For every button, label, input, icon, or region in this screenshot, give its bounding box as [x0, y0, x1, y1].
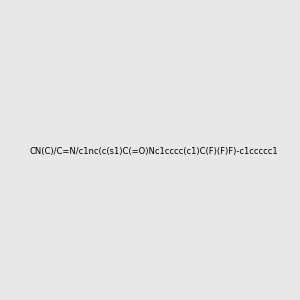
Text: CN(C)/C=N/c1nc(c(s1)C(=O)Nc1cccc(c1)C(F)(F)F)-c1ccccc1: CN(C)/C=N/c1nc(c(s1)C(=O)Nc1cccc(c1)C(F)… [29, 147, 278, 156]
